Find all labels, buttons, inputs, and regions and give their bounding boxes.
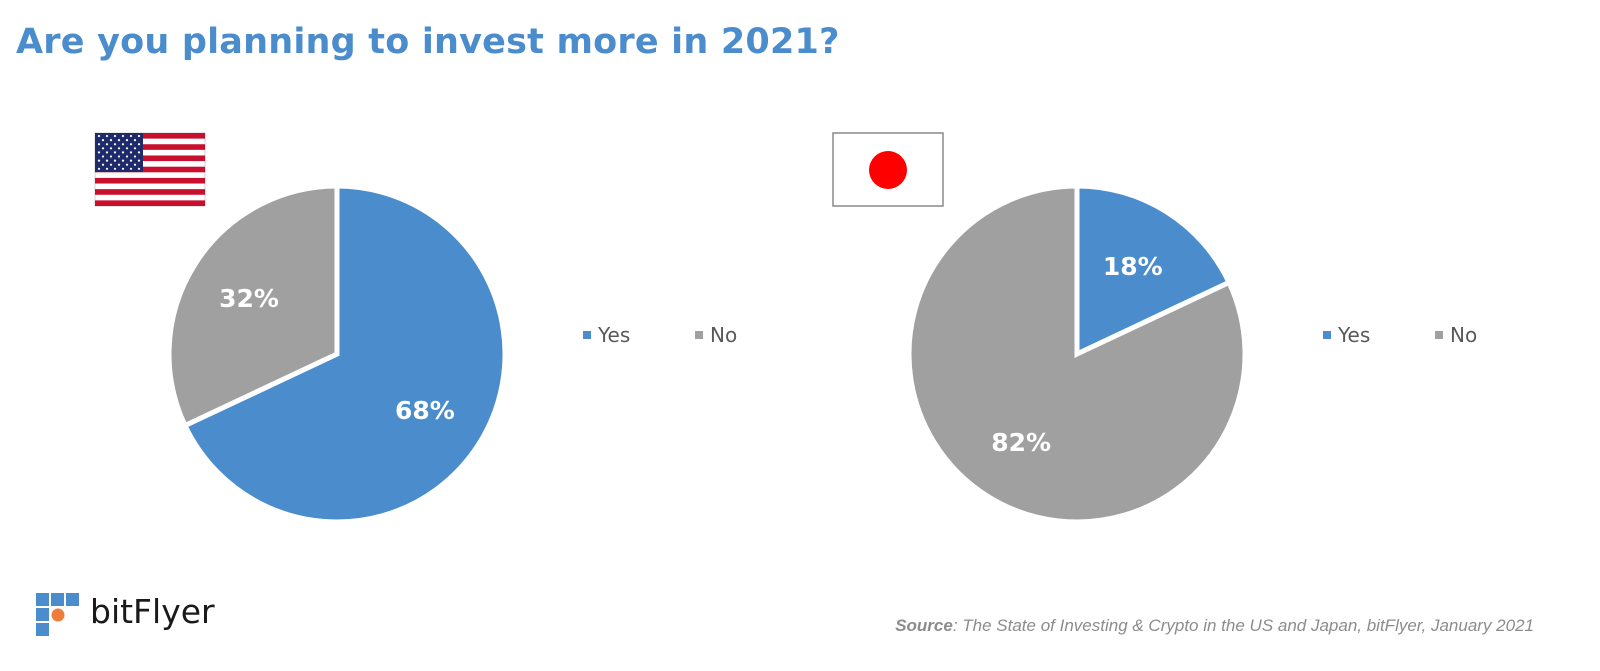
pie-chart-japan: 18% 82% [906, 183, 1248, 525]
legend-label-no: No [710, 323, 737, 347]
pie-slice-no [166, 183, 340, 429]
legend-swatch-no [695, 331, 703, 339]
legend-label-yes: Yes [597, 323, 630, 347]
data-label-no: 32% [219, 284, 279, 313]
data-label-no: 82% [991, 428, 1051, 457]
data-label-yes: 68% [395, 396, 455, 425]
pie-slice-yes [1074, 183, 1233, 358]
pie-chart-us: 68% 32% [166, 183, 508, 525]
legend-label-no: No [1450, 323, 1477, 347]
pie-slice-no [906, 183, 1248, 525]
legend-japan: Yes No [1323, 323, 1477, 347]
legend-us: Yes No [583, 323, 737, 347]
bitflyer-logo-icon [36, 593, 79, 636]
legend-label-yes: Yes [1337, 323, 1370, 347]
pie-slice-yes [181, 183, 508, 525]
legend-swatch-yes [1323, 331, 1331, 339]
legend-swatch-no [1435, 331, 1443, 339]
japan-flag-icon [832, 132, 944, 207]
source-text: : The State of Investing & Crypto in the… [952, 616, 1534, 635]
page-title: Are you planning to invest more in 2021? [16, 22, 840, 62]
us-flag-icon [94, 132, 206, 207]
legend-swatch-yes [583, 331, 591, 339]
data-label-yes: 18% [1103, 252, 1163, 281]
source-note: Source: The State of Investing & Crypto … [895, 616, 1534, 636]
brand-name: bitFlyer [90, 592, 215, 631]
source-label: Source [895, 616, 953, 635]
